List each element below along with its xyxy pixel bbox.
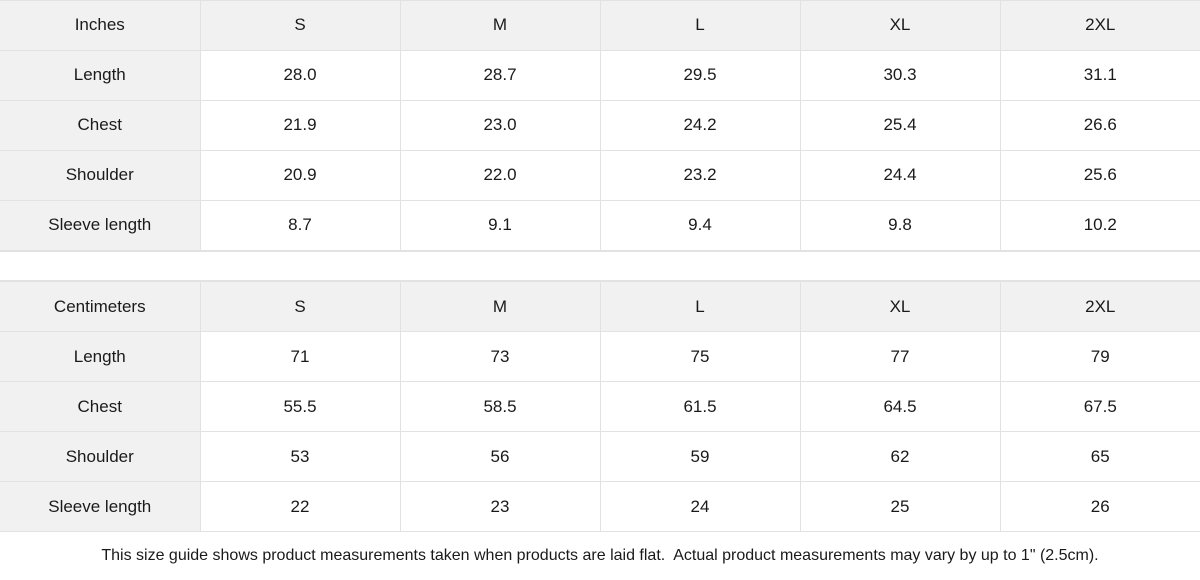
size-header-s: S bbox=[200, 0, 401, 51]
measurement-cell: 75 bbox=[600, 331, 801, 383]
table-header-row: Centimeters S M L XL 2XL bbox=[0, 281, 1200, 333]
row-label-shoulder: Shoulder bbox=[0, 150, 201, 201]
table-row: Length 28.0 28.7 29.5 30.3 31.1 bbox=[0, 50, 1200, 101]
measurement-cell: 9.8 bbox=[800, 200, 1001, 251]
unit-label-centimeters: Centimeters bbox=[0, 281, 201, 333]
measurement-cell: 31.1 bbox=[1000, 50, 1200, 101]
measurement-cell: 53 bbox=[200, 431, 401, 483]
measurement-cell: 55.5 bbox=[200, 381, 401, 433]
table-row: Length 71 73 75 77 79 bbox=[0, 331, 1200, 383]
measurement-cell: 22.0 bbox=[400, 150, 601, 201]
measurement-cell: 58.5 bbox=[400, 381, 601, 433]
measurement-cell: 9.1 bbox=[400, 200, 601, 251]
measurement-cell: 73 bbox=[400, 331, 601, 383]
table-row: Chest 55.5 58.5 61.5 64.5 67.5 bbox=[0, 381, 1200, 433]
row-label-chest: Chest bbox=[0, 100, 201, 151]
measurement-cell: 25.6 bbox=[1000, 150, 1200, 201]
measurement-cell: 20.9 bbox=[200, 150, 401, 201]
row-label-shoulder: Shoulder bbox=[0, 431, 201, 483]
size-table-centimeters: Centimeters S M L XL 2XL Length 71 73 75… bbox=[0, 281, 1200, 533]
table-row: Sleeve length 22 23 24 25 26 bbox=[0, 481, 1200, 533]
measurement-cell: 62 bbox=[800, 431, 1001, 483]
unit-label-inches: Inches bbox=[0, 0, 201, 51]
row-label-chest: Chest bbox=[0, 381, 201, 433]
measurement-cell: 9.4 bbox=[600, 200, 801, 251]
measurement-cell: 28.0 bbox=[200, 50, 401, 101]
size-header-xl: XL bbox=[800, 0, 1001, 51]
size-header-l: L bbox=[600, 281, 801, 333]
measurement-cell: 30.3 bbox=[800, 50, 1001, 101]
row-label-length: Length bbox=[0, 50, 201, 101]
measurement-cell: 79 bbox=[1000, 331, 1200, 383]
measurement-cell: 24 bbox=[600, 481, 801, 533]
size-header-2xl: 2XL bbox=[1000, 0, 1200, 51]
measurement-cell: 29.5 bbox=[600, 50, 801, 101]
measurement-cell: 71 bbox=[200, 331, 401, 383]
table-row: Chest 21.9 23.0 24.2 25.4 26.6 bbox=[0, 100, 1200, 151]
size-table-centimeters-body: Length 71 73 75 77 79 Chest 55.5 58.5 61… bbox=[0, 331, 1200, 533]
measurement-cell: 65 bbox=[1000, 431, 1200, 483]
size-header-l: L bbox=[600, 0, 801, 51]
measurement-cell: 67.5 bbox=[1000, 381, 1200, 433]
measurement-cell: 59 bbox=[600, 431, 801, 483]
size-table-centimeters-header: Centimeters S M L XL 2XL bbox=[0, 281, 1200, 333]
measurement-cell: 24.4 bbox=[800, 150, 1001, 201]
measurement-cell: 77 bbox=[800, 331, 1001, 383]
measurement-cell: 26 bbox=[1000, 481, 1200, 533]
size-table-inches-body: Length 28.0 28.7 29.5 30.3 31.1 Chest 21… bbox=[0, 50, 1200, 251]
size-table-inches: Inches S M L XL 2XL Length 28.0 28.7 29.… bbox=[0, 0, 1200, 251]
measurement-cell: 23.0 bbox=[400, 100, 601, 151]
measurement-cell: 28.7 bbox=[400, 50, 601, 101]
row-label-sleeve-length: Sleeve length bbox=[0, 481, 201, 533]
size-header-2xl: 2XL bbox=[1000, 281, 1200, 333]
table-row: Shoulder 53 56 59 62 65 bbox=[0, 431, 1200, 483]
size-header-xl: XL bbox=[800, 281, 1001, 333]
size-guide-footnote: This size guide shows product measuremen… bbox=[0, 532, 1200, 580]
measurement-cell: 21.9 bbox=[200, 100, 401, 151]
table-separator bbox=[0, 251, 1200, 282]
measurement-cell: 8.7 bbox=[200, 200, 401, 251]
measurement-cell: 56 bbox=[400, 431, 601, 483]
measurement-cell: 64.5 bbox=[800, 381, 1001, 433]
row-label-length: Length bbox=[0, 331, 201, 383]
size-table-inches-header: Inches S M L XL 2XL bbox=[0, 0, 1200, 51]
row-label-sleeve-length: Sleeve length bbox=[0, 200, 201, 251]
measurement-cell: 25.4 bbox=[800, 100, 1001, 151]
measurement-cell: 23.2 bbox=[600, 150, 801, 201]
size-header-s: S bbox=[200, 281, 401, 333]
measurement-cell: 61.5 bbox=[600, 381, 801, 433]
measurement-cell: 10.2 bbox=[1000, 200, 1200, 251]
measurement-cell: 25 bbox=[800, 481, 1001, 533]
measurement-cell: 24.2 bbox=[600, 100, 801, 151]
measurement-cell: 26.6 bbox=[1000, 100, 1200, 151]
size-header-m: M bbox=[400, 0, 601, 51]
table-row: Sleeve length 8.7 9.1 9.4 9.8 10.2 bbox=[0, 200, 1200, 251]
table-header-row: Inches S M L XL 2XL bbox=[0, 0, 1200, 51]
measurement-cell: 23 bbox=[400, 481, 601, 533]
measurement-cell: 22 bbox=[200, 481, 401, 533]
size-header-m: M bbox=[400, 281, 601, 333]
table-row: Shoulder 20.9 22.0 23.2 24.4 25.6 bbox=[0, 150, 1200, 201]
